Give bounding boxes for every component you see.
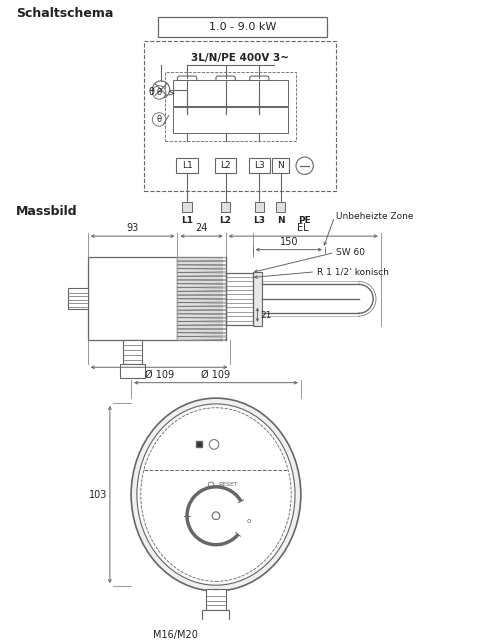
Polygon shape bbox=[178, 299, 226, 303]
Text: L3: L3 bbox=[254, 161, 265, 170]
Polygon shape bbox=[178, 287, 226, 291]
Bar bbox=[249, 158, 270, 173]
Ellipse shape bbox=[131, 398, 301, 591]
Circle shape bbox=[209, 440, 219, 449]
Text: L1: L1 bbox=[181, 216, 193, 225]
Text: M16/M20: M16/M20 bbox=[153, 630, 198, 640]
Ellipse shape bbox=[141, 408, 291, 581]
Polygon shape bbox=[178, 257, 226, 261]
Text: θ: θ bbox=[156, 115, 162, 124]
Text: PE: PE bbox=[298, 216, 311, 225]
Bar bbox=[276, 202, 286, 212]
Polygon shape bbox=[178, 307, 226, 310]
Bar bbox=[255, 202, 264, 212]
Circle shape bbox=[152, 113, 166, 126]
FancyBboxPatch shape bbox=[216, 76, 235, 101]
Text: L1: L1 bbox=[182, 161, 193, 170]
Circle shape bbox=[152, 81, 170, 98]
Polygon shape bbox=[178, 303, 226, 307]
Polygon shape bbox=[178, 284, 226, 287]
Circle shape bbox=[212, 512, 220, 520]
Polygon shape bbox=[178, 280, 226, 284]
Circle shape bbox=[296, 157, 313, 175]
Text: N: N bbox=[277, 216, 285, 225]
Text: SW 60: SW 60 bbox=[336, 248, 365, 257]
Bar bbox=[253, 272, 262, 326]
Text: 150: 150 bbox=[280, 237, 298, 247]
FancyBboxPatch shape bbox=[250, 76, 269, 101]
Text: θ: θ bbox=[156, 88, 162, 97]
Polygon shape bbox=[178, 273, 226, 276]
Bar bbox=[123, 340, 142, 364]
Text: θ: θ bbox=[149, 88, 154, 97]
Text: 24: 24 bbox=[196, 223, 208, 233]
Bar bbox=[221, 202, 230, 212]
Bar bbox=[177, 158, 197, 173]
Polygon shape bbox=[178, 265, 226, 269]
Text: 103: 103 bbox=[89, 490, 107, 500]
Polygon shape bbox=[178, 321, 226, 325]
Bar bbox=[165, 72, 296, 141]
Text: N: N bbox=[277, 161, 284, 170]
Text: L2: L2 bbox=[220, 161, 231, 170]
Text: EL: EL bbox=[297, 223, 309, 233]
Bar bbox=[120, 364, 145, 378]
Bar bbox=[173, 80, 288, 106]
Polygon shape bbox=[224, 257, 228, 340]
Bar bbox=[206, 589, 226, 611]
Text: L2: L2 bbox=[220, 216, 232, 225]
Text: Unbeheizte Zone: Unbeheizte Zone bbox=[336, 212, 414, 221]
Polygon shape bbox=[178, 276, 226, 280]
Text: 1.0 - 9.0 kW: 1.0 - 9.0 kW bbox=[209, 22, 276, 32]
Circle shape bbox=[152, 86, 166, 99]
Text: Ø 109: Ø 109 bbox=[145, 370, 174, 380]
Polygon shape bbox=[178, 261, 226, 265]
Text: Ø 109: Ø 109 bbox=[201, 370, 230, 380]
Bar bbox=[173, 107, 288, 133]
Text: 3L/N/PE 400V 3~: 3L/N/PE 400V 3~ bbox=[191, 53, 289, 63]
Text: R 1 1/2’ konisch: R 1 1/2’ konisch bbox=[317, 268, 389, 276]
FancyBboxPatch shape bbox=[178, 76, 197, 101]
Bar bbox=[182, 202, 192, 212]
Bar bbox=[68, 288, 88, 309]
Polygon shape bbox=[178, 269, 226, 273]
Bar bbox=[88, 257, 178, 340]
Polygon shape bbox=[178, 310, 226, 314]
Bar bbox=[158, 17, 327, 36]
Bar bbox=[202, 611, 229, 624]
Circle shape bbox=[208, 482, 214, 488]
Polygon shape bbox=[178, 314, 226, 317]
Polygon shape bbox=[178, 291, 226, 295]
Polygon shape bbox=[178, 295, 226, 299]
Ellipse shape bbox=[137, 404, 295, 585]
Text: >: > bbox=[167, 88, 174, 97]
Bar bbox=[215, 158, 236, 173]
Text: 93: 93 bbox=[126, 223, 139, 233]
Bar bbox=[178, 257, 226, 340]
Text: Massbild: Massbild bbox=[16, 205, 78, 218]
Bar bbox=[144, 42, 336, 191]
Polygon shape bbox=[178, 333, 226, 337]
Bar bbox=[272, 158, 289, 173]
Polygon shape bbox=[178, 325, 226, 329]
Polygon shape bbox=[178, 329, 226, 333]
Text: L3: L3 bbox=[253, 216, 265, 225]
Text: o: o bbox=[247, 518, 251, 524]
Polygon shape bbox=[178, 337, 226, 340]
Text: RESET: RESET bbox=[218, 483, 238, 488]
Text: Schaltschema: Schaltschema bbox=[16, 6, 114, 20]
Text: 21: 21 bbox=[260, 310, 272, 320]
Polygon shape bbox=[178, 317, 226, 321]
